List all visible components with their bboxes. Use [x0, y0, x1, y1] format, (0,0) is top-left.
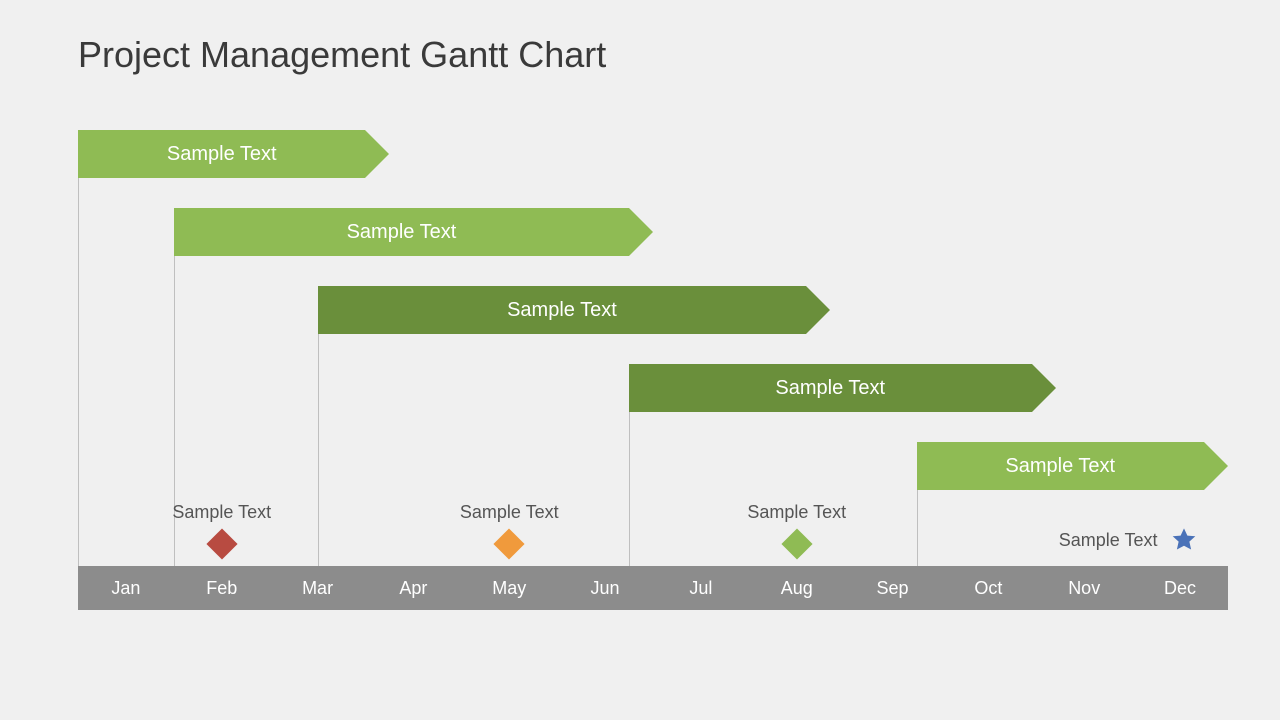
month-label: Jan — [78, 566, 174, 610]
diamond-icon — [494, 528, 525, 559]
bar-label: Sample Text — [347, 221, 457, 244]
gantt-bar: Sample Text — [917, 442, 1204, 490]
month-label: May — [461, 566, 557, 610]
vline — [78, 130, 79, 566]
gantt-chart: Sample Text Sample Text Sample Text Samp… — [78, 130, 1228, 610]
bar-arrowhead-icon — [629, 208, 653, 256]
bar-label: Sample Text — [1005, 455, 1115, 478]
bar-label: Sample Text — [507, 299, 617, 322]
gantt-bar: Sample Text — [78, 130, 365, 178]
gantt-bar: Sample Text — [318, 286, 807, 334]
gantt-bar: Sample Text — [629, 364, 1031, 412]
month-label: Jul — [653, 566, 749, 610]
milestone: Sample Text — [742, 502, 852, 555]
month-label: Jun — [557, 566, 653, 610]
page-title: Project Management Gantt Chart — [78, 34, 606, 76]
bar-arrowhead-icon — [365, 130, 389, 178]
month-label: Aug — [749, 566, 845, 610]
month-axis: JanFebMarAprMayJunJulAugSepOctNovDec — [78, 566, 1228, 610]
gantt-bar: Sample Text — [174, 208, 629, 256]
milestone: Sample Text — [454, 502, 564, 555]
diamond-icon — [206, 528, 237, 559]
bar-label: Sample Text — [775, 377, 885, 400]
bar-arrowhead-icon — [1204, 442, 1228, 490]
bar-arrowhead-icon — [1032, 364, 1056, 412]
month-label: Apr — [365, 566, 461, 610]
month-label: Dec — [1132, 566, 1228, 610]
diamond-icon — [781, 528, 812, 559]
month-label: Oct — [940, 566, 1036, 610]
star-icon — [1170, 526, 1198, 554]
milestone-label: Sample Text — [454, 502, 564, 523]
milestone: Sample Text — [167, 502, 277, 555]
bar-label: Sample Text — [167, 143, 277, 166]
milestone-label: Sample Text — [1059, 530, 1158, 551]
month-label: Feb — [174, 566, 270, 610]
milestone-label: Sample Text — [742, 502, 852, 523]
month-label: Mar — [270, 566, 366, 610]
final-milestone: Sample Text — [1059, 526, 1198, 554]
month-label: Nov — [1036, 566, 1132, 610]
milestone-label: Sample Text — [167, 502, 277, 523]
month-label: Sep — [845, 566, 941, 610]
bar-arrowhead-icon — [806, 286, 830, 334]
